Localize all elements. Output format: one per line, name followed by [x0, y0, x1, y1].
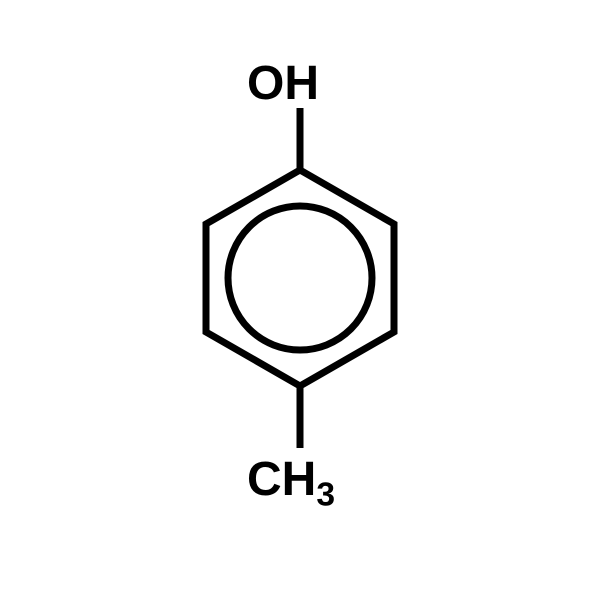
- hydroxyl-text: OH: [247, 57, 319, 110]
- methyl-sub: 3: [316, 477, 335, 514]
- molecule-diagram: OH CH3: [0, 0, 600, 600]
- methyl-label: CH3: [247, 452, 335, 515]
- hydroxyl-label: OH: [247, 56, 319, 119]
- methyl-text: CH: [247, 453, 316, 506]
- benzene-hexagon: [206, 170, 394, 386]
- aromatic-circle: [228, 206, 372, 350]
